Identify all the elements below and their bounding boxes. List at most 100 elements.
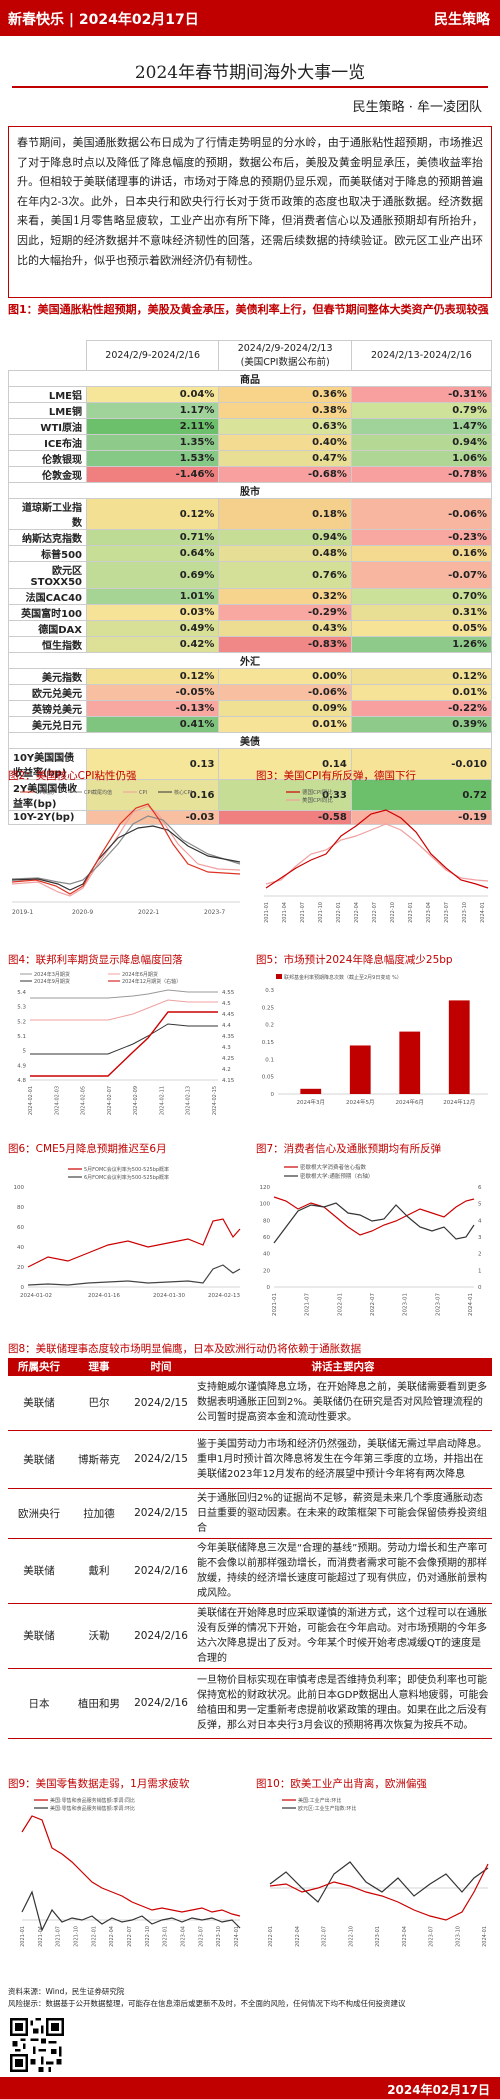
x-tick: 2023-01 — [375, 1926, 381, 1947]
row-label: LME铝 — [8, 386, 87, 403]
section-title: 美债 — [8, 732, 492, 749]
legend-item: 6月FOMC会议利率为500-525bp概率 — [84, 1174, 169, 1181]
banner-brand: 民生策略 — [434, 12, 490, 28]
y-tick: 20 — [263, 1268, 270, 1274]
y-tick: 4.55 — [222, 990, 235, 996]
section-title: 外汇 — [8, 652, 492, 669]
value-cell: 1.01% — [85, 588, 220, 605]
x-tick: 2022-10 — [348, 1926, 354, 1947]
value-cell: 0.70% — [350, 588, 493, 605]
table-row: ICE布油 1.35% 0.40% 0.94% — [8, 434, 493, 451]
y-tick: 100 — [260, 1202, 271, 1208]
value-cell: -0.78% — [350, 466, 493, 483]
table-row: 美元指数 0.12% 0.00% 0.12% — [8, 668, 493, 685]
section-row: 美债 — [8, 732, 492, 749]
y-tick: 20 — [17, 1265, 24, 1271]
speeches-table: 所属央行 理事 时间 讲话主要内容 美联储 巴尔 2024/2/15 支持鲍威尔谨慎降… — [8, 1358, 492, 1739]
y-tick: 4.9 — [17, 1063, 26, 1069]
value-cell: 0.39% — [350, 716, 493, 733]
legend-item: 密歇根大学消费者信心指数 — [300, 1163, 367, 1171]
row-label: 法国CAC40 — [8, 588, 87, 605]
row-label: 标普500 — [8, 545, 87, 562]
value-cell: 2.11% — [85, 418, 220, 435]
value-cell: -0.83% — [218, 636, 352, 653]
x-tick: 2022-04 — [109, 1926, 115, 1947]
value-cell: 0.63% — [218, 418, 352, 435]
x-tick: 2023-01 — [408, 902, 414, 923]
section-title: 股市 — [8, 482, 492, 499]
section-row: 外汇 — [8, 652, 492, 669]
y-tick: 4.15 — [222, 1078, 235, 1084]
fig3-label: 图3：美国CPI有所反弹，德国下行 — [256, 770, 416, 782]
x-tick: 2022-07 — [372, 902, 378, 923]
bar — [300, 1088, 322, 1094]
y-tick: 0.3 — [265, 988, 274, 994]
x-tick: 2024-02-11 — [159, 1086, 165, 1115]
x-tick: 2023-10 — [455, 1926, 461, 1947]
x-tick: 2022-07 — [127, 1926, 133, 1947]
person-cell: 博斯蒂克 — [70, 1429, 128, 1489]
row-label: 伦敦银现 — [8, 450, 87, 467]
table-row: LME铝 0.04% 0.36% -0.31% — [8, 386, 493, 403]
table-row: 欧洲央行 拉加德 2024/2/15 关于通胀回归2%的证据尚不足够，薪资是未来几个季… — [8, 1487, 492, 1539]
x-tick: 2022-01 — [268, 1926, 274, 1947]
col-header-1: 2024/2/9-2024/2/16 — [85, 340, 220, 371]
x-tick: 2023-04 — [181, 1926, 187, 1947]
x-tick: 2023-10 — [216, 1926, 222, 1947]
x-tick: 2024-01 — [482, 1926, 488, 1947]
legend-item: 美国:零售和食品服务销售额:季调:同比 — [50, 1797, 135, 1804]
y-tick: 60 — [17, 1225, 24, 1231]
value-cell: 0.79% — [350, 402, 493, 419]
value-cell: 0.33 — [218, 779, 352, 811]
value-cell: 0.76% — [218, 561, 352, 589]
x-tick: 2024-01 — [468, 1293, 474, 1316]
x-tick: 2021-01 — [20, 1926, 26, 1947]
bank-cell: 美联储 — [8, 1374, 70, 1431]
y-tick: 40 — [263, 1252, 270, 1258]
y-tick: 0.25 — [262, 1005, 275, 1011]
footer-notes: 资料来源：Wind，民生证券研究院 风险提示：数据基于公开数据整理，可能存在信息… — [8, 1986, 492, 2010]
y-tick: 4.4 — [222, 1023, 231, 1029]
row-label: 10Y美国国债收益率(bp) — [8, 748, 87, 780]
risk-note: 风险提示：数据基于公开数据整理，可能存在信息滞后或更新不及时，不全面的风险，任何… — [8, 1999, 406, 2008]
table-row: 标普500 0.64% 0.48% 0.16% — [8, 545, 493, 562]
value-cell: 0.47% — [218, 450, 352, 467]
fig9-label: 图9：美国零售数据走弱，1月需求疲软 — [8, 1778, 190, 1790]
x-tick: 2024年6月 — [396, 1098, 425, 1106]
date-cell: 2024/2/15 — [128, 1429, 194, 1489]
section-row: 商品 — [8, 370, 492, 387]
row-label: 德国DAX — [8, 620, 87, 637]
x-tick: 2022-01 — [337, 1293, 343, 1316]
col-date: 时间 — [128, 1358, 194, 1375]
x-tick: 2021-07 — [56, 1926, 62, 1947]
y-tick: 5.4 — [17, 990, 26, 996]
value-cell: 0.43% — [218, 620, 352, 637]
y-tick: 100 — [14, 1185, 25, 1191]
y-tick: 1 — [478, 1268, 482, 1274]
table-row: 2Y美国国债收益率(bp) 0.16 0.33 0.72 — [8, 779, 493, 811]
x-tick: 2024-02-01 — [28, 1086, 34, 1115]
value-cell: 0.31% — [350, 604, 493, 621]
y-tick: 0.05 — [262, 1075, 275, 1081]
banner-date: 新春快乐 | 2024年02月17日 — [8, 12, 199, 28]
value-cell: -0.58 — [218, 809, 352, 826]
person-cell: 戴利 — [70, 1537, 128, 1604]
x-tick: 2022-04 — [295, 1926, 301, 1947]
x-tick: 2024-01-30 — [153, 1293, 185, 1299]
section-row: 股市 — [8, 482, 492, 499]
value-cell: 0.64% — [85, 545, 220, 562]
row-label: 欧元兑美元 — [8, 684, 87, 701]
x-tick: 2022-10 — [145, 1926, 151, 1947]
legend-item: 美国:工业产出:环比 — [298, 1797, 341, 1804]
value-cell: 0.36% — [218, 386, 352, 403]
value-cell: -0.06% — [350, 498, 493, 530]
intro-paragraph: 春节期间，美国通胀数据公布日成为了行情走势明显的分水岭，由于通胀粘性超预期，市场… — [8, 126, 492, 298]
value-cell: 0.32% — [218, 588, 352, 605]
bar — [399, 1031, 421, 1094]
row-label: 恒生指数 — [8, 636, 87, 653]
y-tick: 80 — [17, 1205, 24, 1211]
value-cell: -0.22% — [350, 700, 493, 717]
bottom-banner: 2024年02月17日 — [0, 2077, 500, 2099]
x-tick: 2024-02-07 — [107, 1086, 113, 1115]
value-cell: 1.47% — [350, 418, 493, 435]
